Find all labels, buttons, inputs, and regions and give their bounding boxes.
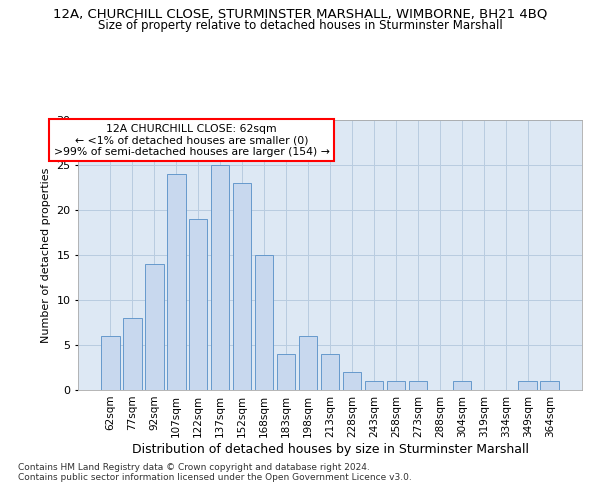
Bar bbox=[365, 381, 383, 390]
Y-axis label: Number of detached properties: Number of detached properties bbox=[41, 168, 50, 342]
Text: Size of property relative to detached houses in Sturminster Marshall: Size of property relative to detached ho… bbox=[98, 18, 502, 32]
Text: Distribution of detached houses by size in Sturminster Marshall: Distribution of detached houses by size … bbox=[131, 442, 529, 456]
Bar bbox=[123, 318, 142, 390]
Bar bbox=[211, 165, 229, 390]
Bar bbox=[145, 264, 164, 390]
Bar bbox=[189, 219, 208, 390]
Bar bbox=[386, 381, 405, 390]
Bar bbox=[343, 372, 361, 390]
Bar bbox=[233, 183, 251, 390]
Bar bbox=[452, 381, 471, 390]
Bar bbox=[409, 381, 427, 390]
Bar bbox=[167, 174, 185, 390]
Text: 12A, CHURCHILL CLOSE, STURMINSTER MARSHALL, WIMBORNE, BH21 4BQ: 12A, CHURCHILL CLOSE, STURMINSTER MARSHA… bbox=[53, 8, 547, 20]
Bar bbox=[518, 381, 537, 390]
Bar bbox=[299, 336, 317, 390]
Bar bbox=[255, 255, 274, 390]
Bar bbox=[541, 381, 559, 390]
Text: Contains public sector information licensed under the Open Government Licence v3: Contains public sector information licen… bbox=[18, 474, 412, 482]
Bar bbox=[320, 354, 340, 390]
Text: 12A CHURCHILL CLOSE: 62sqm
← <1% of detached houses are smaller (0)
>99% of semi: 12A CHURCHILL CLOSE: 62sqm ← <1% of deta… bbox=[53, 124, 329, 157]
Text: Contains HM Land Registry data © Crown copyright and database right 2024.: Contains HM Land Registry data © Crown c… bbox=[18, 464, 370, 472]
Bar bbox=[101, 336, 119, 390]
Bar bbox=[277, 354, 295, 390]
